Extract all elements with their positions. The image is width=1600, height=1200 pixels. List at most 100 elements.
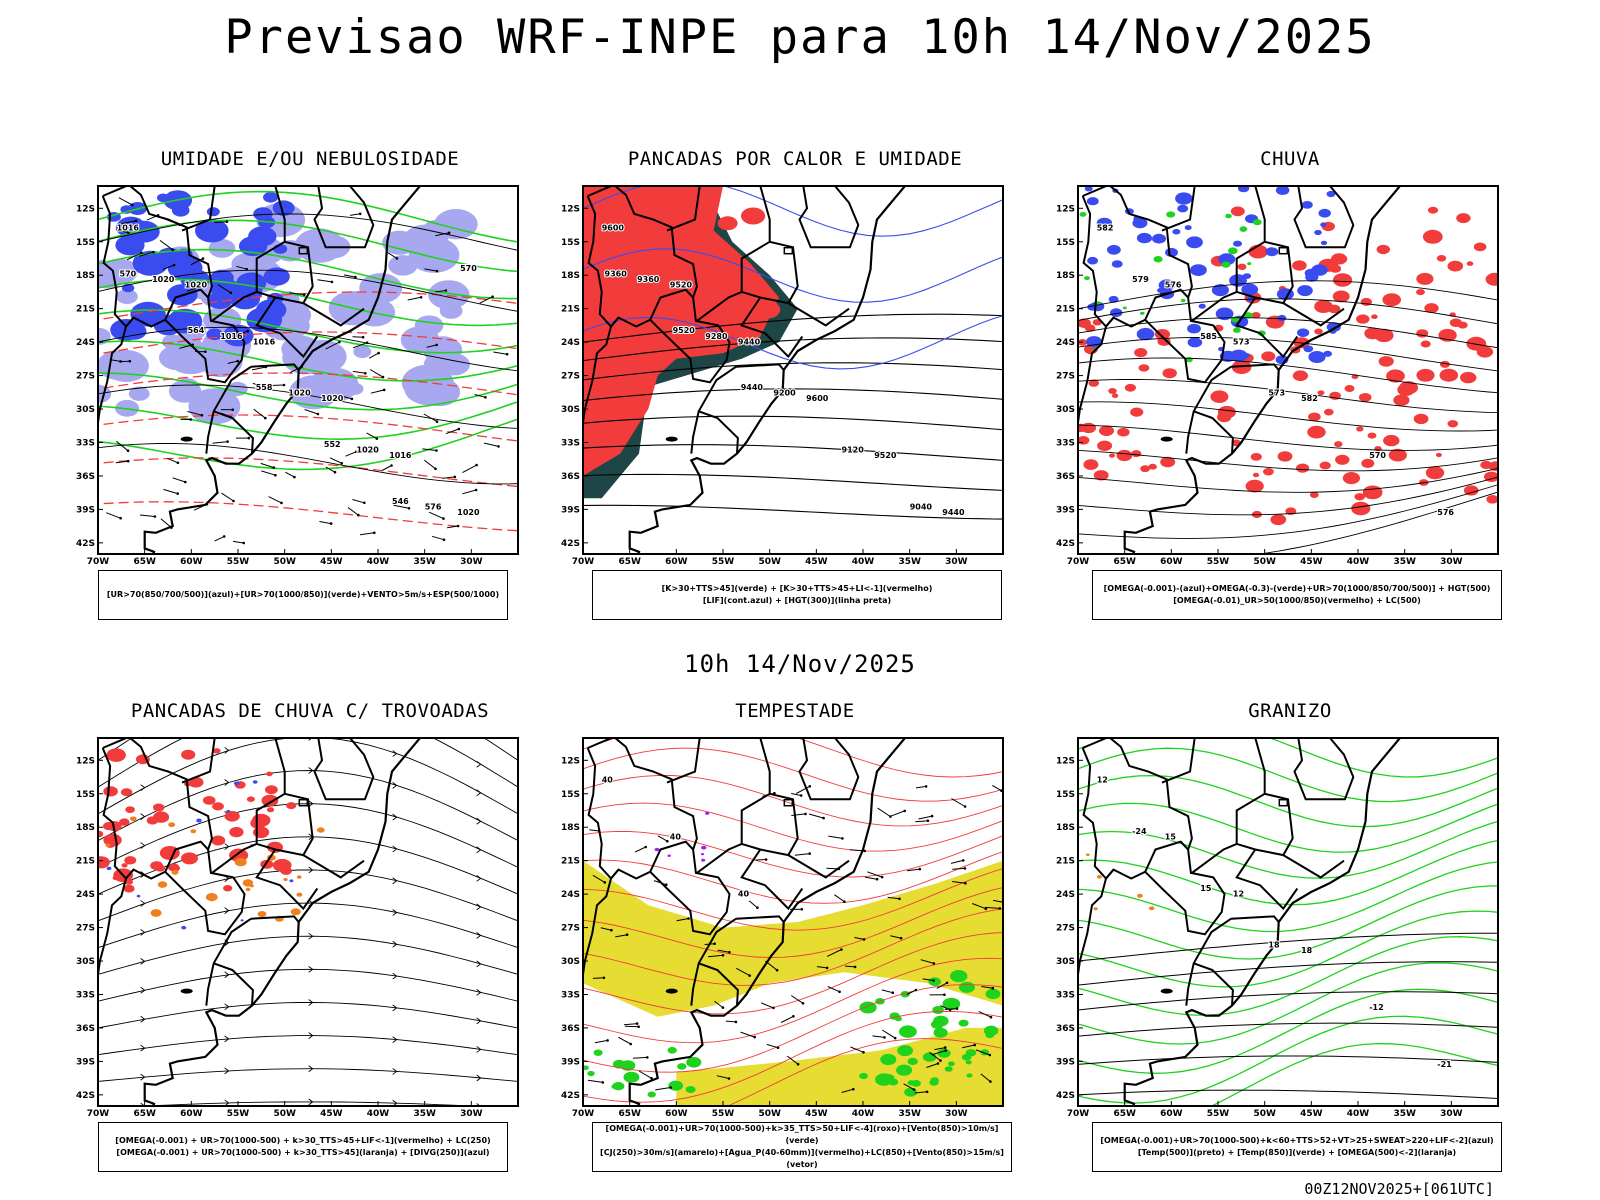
hgt500-contour (1078, 379, 1498, 413)
omega-area (1218, 253, 1236, 266)
wind-arrow (442, 476, 455, 479)
wind-arrow-head (274, 473, 277, 477)
wind-arrow-head (153, 515, 157, 518)
legend-line: [K>30+TTS>45](verde) + [K>30+TTS>45+LI<-… (661, 584, 933, 593)
border-line (164, 849, 246, 936)
precipitable-water-contour (583, 851, 1003, 904)
wind-vector (934, 1047, 946, 1051)
capital-marker (298, 798, 309, 807)
rain-area (1328, 304, 1341, 314)
streamline-arrow (140, 842, 146, 849)
wind-vector (920, 959, 934, 964)
streamline (98, 1035, 518, 1056)
rain-area (1416, 368, 1435, 382)
wind-arrow-head (435, 449, 438, 452)
temp500-contour (1078, 932, 1498, 962)
humidity-contour (98, 219, 518, 273)
thunderstorm-area (265, 785, 278, 795)
strong-omega-area (1122, 306, 1127, 310)
omega-area (1093, 907, 1098, 911)
border-line (251, 915, 300, 923)
wind-vector-head (891, 991, 895, 994)
omega-area (1187, 337, 1203, 348)
wind-vector-head (728, 950, 731, 954)
severe-storm-area (701, 858, 706, 862)
thunderstorm-area (286, 802, 297, 810)
wind-arrow-head (199, 285, 202, 288)
wind-arrow (187, 411, 203, 416)
border-line (101, 186, 213, 329)
lon-label: 60W (180, 1109, 203, 1119)
wind-vector-head (804, 812, 807, 816)
streamline-arrow (476, 903, 482, 911)
wind-arrow-head (225, 220, 229, 223)
streamline (98, 869, 518, 922)
thickness-contour (98, 501, 518, 532)
strong-wind-area (958, 1019, 969, 1027)
divergence-area (136, 894, 141, 898)
omega-area (1107, 244, 1121, 255)
streamline-arrow (308, 932, 314, 940)
streamline-arrow (392, 813, 398, 821)
omega-area (1297, 328, 1310, 337)
cloud-area (439, 302, 463, 319)
wind-arrow (431, 535, 445, 541)
wind-arrow (270, 384, 285, 386)
wind-arrow (445, 428, 459, 435)
contour-label: 1020 (152, 275, 175, 284)
legend-line: [Temp(500)](preto) + [Temp(850)](verde) … (1137, 1148, 1457, 1157)
strong-wind-area (677, 1063, 687, 1070)
wind-vector (624, 1025, 639, 1028)
cloud-area (98, 327, 111, 345)
border-line (255, 296, 319, 359)
wind-arrow-head (357, 513, 360, 517)
strong-wind-area (931, 1019, 944, 1029)
strong-wind-area (985, 988, 1001, 1000)
wind-arrow-head (447, 231, 451, 235)
border-line (736, 363, 785, 371)
border-line (1235, 296, 1299, 359)
wind-vector-head (988, 1053, 992, 1057)
omega-area (1326, 322, 1341, 332)
contour-label: 582 (1301, 394, 1318, 403)
wind-vector (867, 871, 883, 878)
omega-area (1186, 236, 1203, 249)
wind-vector (872, 1035, 885, 1038)
high-humidity-area (272, 200, 295, 216)
wind-vector (950, 859, 964, 864)
contour-label: 1016 (389, 451, 412, 460)
omega-area (1265, 247, 1279, 257)
border-line (205, 365, 252, 454)
lon-label: 55W (1207, 1109, 1230, 1119)
wind-vector (834, 894, 845, 903)
strong-instability-area (714, 272, 740, 291)
wind-vector-head (883, 1036, 886, 1039)
streamline (98, 803, 518, 868)
strong-wind-area (880, 1053, 897, 1066)
panel-pancadas-calor: PANCADAS POR CALOR E UMIDADE 9600 9520 944… (545, 148, 1045, 628)
lat-label: 33S (561, 438, 580, 448)
wind-vector-head (801, 1002, 805, 1005)
severe-storm-area (667, 854, 671, 857)
wind-arrow-head (126, 449, 130, 453)
thunderstorm-area (280, 866, 292, 875)
lon-label: 30W (945, 557, 968, 567)
lon-label: 35W (1393, 557, 1416, 567)
wind-arrow (115, 229, 129, 234)
wind-arrow-head (395, 257, 399, 260)
border-line (213, 962, 254, 1006)
streamline-arrow (476, 1074, 482, 1082)
wind-arrow (115, 440, 129, 452)
rain-area (1354, 493, 1365, 501)
lon-label: 35W (898, 1109, 921, 1119)
wind-vector-head (918, 867, 922, 871)
streamline-arrow (140, 1073, 146, 1081)
strong-wind-area (932, 1006, 944, 1014)
strong-wind-area (668, 1080, 683, 1091)
wind-arrow (106, 512, 121, 519)
strong-wind-area (686, 1057, 702, 1068)
temp500-contour (1078, 991, 1498, 1011)
omega-area (1215, 307, 1234, 321)
lon-label: 30W (460, 1109, 483, 1119)
panel-legend: [OMEGA(-0.001)+UR>70(1000-500)+k>35_TTS>… (592, 1122, 1012, 1172)
